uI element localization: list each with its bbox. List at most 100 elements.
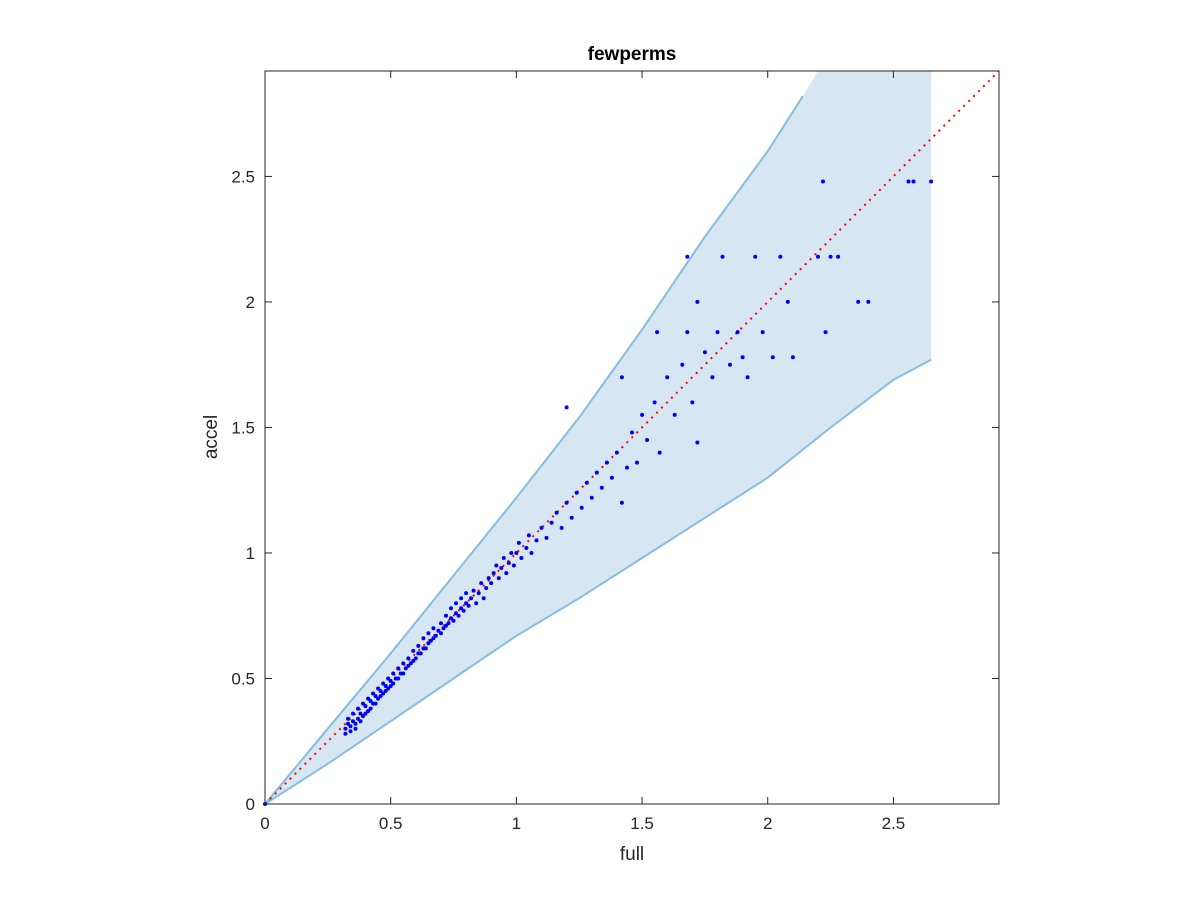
data-point <box>685 254 690 259</box>
data-point <box>439 631 443 636</box>
data-point <box>501 556 506 560</box>
data-point <box>388 679 393 683</box>
data-point <box>469 596 474 601</box>
data-point <box>929 179 934 184</box>
data-point <box>524 546 529 550</box>
data-point <box>406 663 411 668</box>
data-point <box>685 330 690 335</box>
data-point <box>604 460 609 465</box>
data-point <box>406 656 411 661</box>
data-point <box>609 475 614 480</box>
data-point <box>778 254 783 259</box>
data-point <box>481 596 486 601</box>
data-point <box>348 724 353 729</box>
data-point <box>484 586 489 591</box>
data-point <box>431 626 436 631</box>
data-point <box>368 699 373 704</box>
data-point <box>423 646 428 651</box>
data-point <box>381 691 386 696</box>
data-point <box>856 299 861 304</box>
data-point <box>436 628 441 633</box>
data-point <box>579 505 584 510</box>
data-point <box>635 460 639 465</box>
data-point <box>589 495 594 500</box>
data-point <box>594 470 599 475</box>
data-point <box>564 500 569 505</box>
data-point <box>672 412 677 417</box>
data-point <box>816 254 820 259</box>
data-point <box>489 581 494 586</box>
data-point <box>441 626 446 631</box>
data-point <box>391 671 396 676</box>
data-point <box>466 603 471 608</box>
chart-title: fewperms <box>588 44 677 65</box>
y-tick-label: 0.5 <box>231 669 255 688</box>
data-point <box>431 636 436 641</box>
data-point <box>564 405 569 410</box>
data-point <box>735 330 740 335</box>
data-point <box>866 299 871 304</box>
data-point <box>479 581 484 586</box>
data-point <box>439 621 443 626</box>
data-point <box>614 450 619 455</box>
data-point <box>702 350 707 355</box>
data-point <box>569 515 574 520</box>
data-point <box>529 551 534 555</box>
data-point <box>421 636 426 641</box>
data-point <box>645 438 650 442</box>
data-point <box>511 563 516 568</box>
y-tick-label: 1.5 <box>231 418 255 437</box>
data-point <box>381 681 386 686</box>
data-point <box>625 465 629 470</box>
data-point <box>760 330 765 335</box>
data-point <box>710 375 715 380</box>
data-point <box>486 576 491 581</box>
x-tick-label: 1 <box>512 814 521 833</box>
data-point <box>356 706 360 711</box>
data-point <box>715 330 720 335</box>
data-point <box>519 556 524 560</box>
data-point <box>426 631 431 636</box>
data-point <box>386 686 391 691</box>
data-point <box>790 355 795 360</box>
data-point <box>464 591 469 596</box>
data-point <box>351 711 355 716</box>
data-point <box>416 643 421 648</box>
y-tick-label: 2 <box>246 293 255 312</box>
data-point <box>514 551 519 555</box>
data-point <box>418 651 423 656</box>
data-point <box>343 726 348 731</box>
data-point <box>640 412 645 417</box>
data-point <box>464 601 469 606</box>
data-point <box>454 611 458 616</box>
band-lower-edge <box>264 358 932 805</box>
data-point <box>413 656 418 661</box>
band-upper-edge <box>264 95 804 805</box>
data-point <box>544 535 549 540</box>
y-tick-label: 1 <box>246 544 255 563</box>
data-point <box>559 525 564 530</box>
x-axis-label: full <box>620 844 644 865</box>
data-point <box>378 689 383 693</box>
data-point <box>363 711 368 716</box>
data-point <box>549 520 554 525</box>
data-point <box>516 540 521 545</box>
data-point <box>403 666 408 671</box>
data-point <box>426 641 431 646</box>
data-point <box>665 375 670 380</box>
data-point <box>363 704 368 709</box>
data-point <box>386 676 391 681</box>
identity-line <box>264 70 1000 805</box>
x-axis: 0 0.5 1 1.5 2 2.5 <box>260 71 905 833</box>
data-point <box>449 616 453 621</box>
y-tick-label: 0 <box>246 795 255 814</box>
data-point <box>753 254 758 259</box>
data-point <box>401 671 406 676</box>
y-axis: 0 0.5 1 1.5 2 2.5 <box>231 167 999 814</box>
x-tick-label: 2 <box>763 814 772 833</box>
data-point <box>456 613 461 618</box>
data-point <box>428 638 433 643</box>
data-point <box>366 696 371 701</box>
data-point <box>411 648 416 653</box>
data-point <box>911 179 916 184</box>
